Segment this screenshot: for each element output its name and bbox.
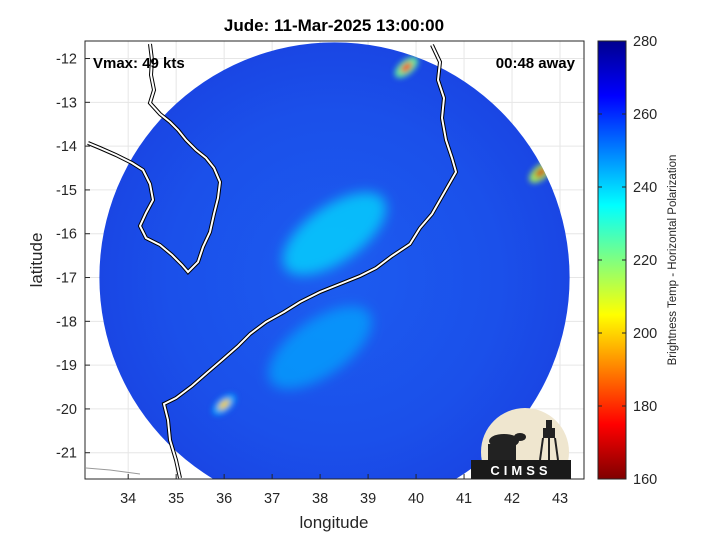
y-tick-label: -14 [56,139,77,155]
y-tick-label: -12 [56,52,77,68]
y-tick-label: -18 [56,314,77,330]
y-tick-label: -16 [56,227,77,243]
water-tower-legs-icon [539,437,559,461]
feature-warm-band [268,306,372,389]
chart-title: Jude: 11-Mar-2025 13:00:00 [224,16,444,35]
colorbar [597,40,627,480]
cimss-logo: CIMSS [471,408,571,479]
logo-text: CIMSS [490,463,551,478]
colorbar-tick-label: 200 [633,326,657,342]
y-tick-label: -19 [56,358,77,374]
time-away-annotation: 00:48 away [496,55,576,72]
colorbar-tick-label: 280 [633,34,657,50]
x-tick-label: 38 [312,491,328,507]
x-tick-label: 40 [408,491,424,507]
x-tick-label: 37 [264,491,280,507]
feature-cold-cloud-N [400,62,413,73]
x-axis-label: longitude [299,513,368,532]
y-axis-label: latitude [27,233,46,288]
coastline-west [87,43,222,274]
colorbar-tick-label: 160 [633,472,657,488]
x-axis-ticks: 34 35 36 37 38 39 40 41 42 43 [120,474,568,507]
vmax-annotation: Vmax: 49 kts [93,55,185,72]
y-tick-label: -21 [56,446,77,462]
x-tick-label: 36 [216,491,232,507]
y-axis-ticks: -12 -13 -14 -15 -16 -17 -18 -19 -20 -21 [56,52,90,462]
x-tick-label: 41 [456,491,472,507]
colorbar-label: Brightness Temp - Horizontal Polarizatio… [667,155,679,366]
x-tick-label: 43 [552,491,568,507]
x-tick-label: 42 [504,491,520,507]
y-tick-label: -15 [56,183,77,199]
y-tick-label: -20 [56,402,77,418]
x-tick-label: 34 [120,491,136,507]
y-tick-label: -13 [56,95,77,111]
colorbar-ticks: 280 260 240 220 200 180 160 [598,34,657,488]
colorbar-tick-label: 180 [633,399,657,415]
colorbar-tick-label: 260 [633,107,657,123]
feature-cold-cloud-SW [218,399,230,410]
swath-group [85,42,570,479]
coastline-east [162,44,458,479]
colorbar-tick-label: 240 [633,180,657,196]
x-tick-label: 35 [168,491,184,507]
axes-frame [84,40,585,480]
y-tick-label: -17 [56,271,77,287]
water-tower-top-icon [546,420,552,428]
small-dish-icon [514,433,526,441]
colorbar-tick-label: 220 [633,253,657,269]
water-tower-tank-icon [543,428,555,438]
border-line [85,467,141,475]
x-tick-label: 39 [360,491,376,507]
building-icon [488,444,516,460]
feature-convective-band [282,192,387,276]
brightness-features [268,192,387,389]
logo-banner [471,460,571,479]
